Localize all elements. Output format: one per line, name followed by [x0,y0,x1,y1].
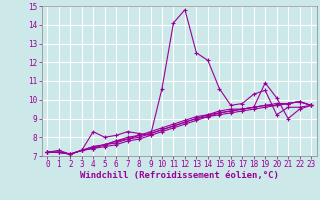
X-axis label: Windchill (Refroidissement éolien,°C): Windchill (Refroidissement éolien,°C) [80,171,279,180]
